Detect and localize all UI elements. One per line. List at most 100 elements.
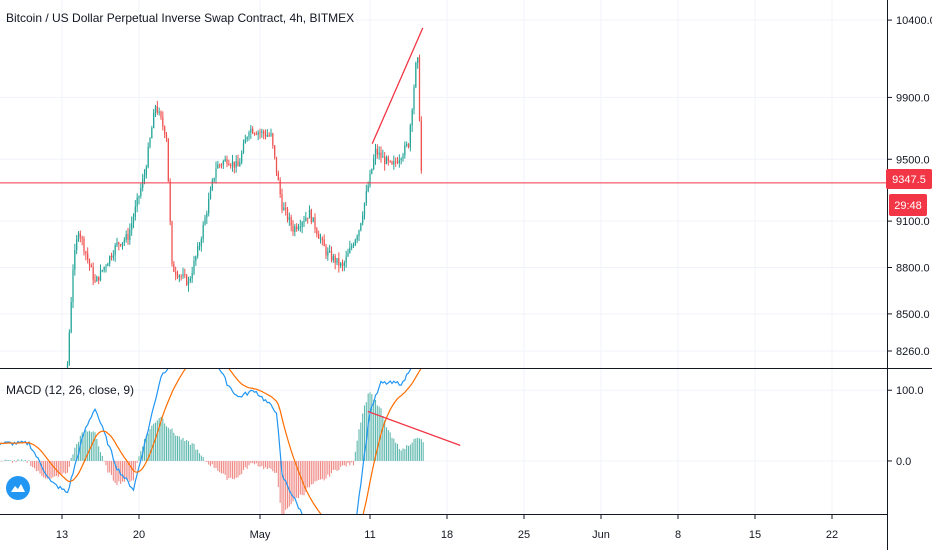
macd-histogram-bar xyxy=(274,460,276,473)
macd-histogram-bar xyxy=(151,425,153,461)
candle-body xyxy=(87,253,89,260)
macd-histogram-bar xyxy=(114,460,116,483)
candle-body xyxy=(334,256,336,263)
macd-histogram-bar xyxy=(198,453,201,461)
macd-histogram-bar xyxy=(363,405,366,461)
macd-histogram-bar xyxy=(79,435,81,461)
candle-body xyxy=(208,198,210,214)
macd-histogram-bar xyxy=(8,459,10,461)
macd-histogram-bar xyxy=(360,422,362,461)
candle-body xyxy=(404,145,406,156)
macd-histogram-bar xyxy=(407,445,410,461)
candle-body xyxy=(321,238,323,240)
candle-body xyxy=(186,275,188,286)
macd-histogram-bar xyxy=(396,443,399,461)
macd-histogram-bar xyxy=(191,443,193,461)
candle-body xyxy=(143,175,146,180)
candle-body xyxy=(235,161,237,168)
macd-histogram-bar xyxy=(332,460,334,470)
macd-histogram-bar xyxy=(235,460,237,478)
time-tick-label: 20 xyxy=(133,529,145,541)
macd-histogram-bar xyxy=(33,460,36,469)
macd-histogram-bar xyxy=(290,460,292,505)
macd-histogram-bar xyxy=(314,460,316,482)
candle-body xyxy=(415,63,417,88)
macd-histogram-bar xyxy=(182,437,184,461)
candle-body xyxy=(301,222,303,227)
time-tick-label: Jun xyxy=(592,529,610,541)
macd-histogram-bar xyxy=(120,460,122,484)
candle-body xyxy=(66,364,69,368)
macd-histogram-bar xyxy=(319,460,322,480)
macd-histogram-bar xyxy=(272,460,274,472)
candle-body xyxy=(165,134,168,139)
candle-body xyxy=(211,180,213,190)
macd-histogram-bar xyxy=(382,416,384,461)
candle-body xyxy=(308,209,311,219)
candle-body xyxy=(351,246,353,248)
macd-histogram-bar xyxy=(63,460,65,473)
macd-histogram-bar xyxy=(169,429,171,461)
candle-body xyxy=(160,111,162,118)
candle-body xyxy=(114,245,116,256)
drawings[interactable] xyxy=(0,27,887,184)
macd-histogram-bar xyxy=(26,460,28,463)
candle-body xyxy=(413,87,415,110)
candle-body xyxy=(209,189,212,199)
candle-body xyxy=(116,242,118,246)
macd-pane[interactable] xyxy=(0,340,461,541)
candle-body xyxy=(184,274,186,276)
candle-body xyxy=(134,206,136,217)
macd-histogram-bar xyxy=(131,460,133,481)
macd-histogram-bar xyxy=(204,460,206,462)
candle-body xyxy=(283,207,285,211)
candle-body xyxy=(382,156,384,158)
candle-body xyxy=(279,180,281,195)
macd-histogram-bar xyxy=(220,460,223,474)
time-axis[interactable]: 13 20 May 11 18 25 Jun 8 15 22 xyxy=(56,514,838,541)
candle-body xyxy=(316,228,318,235)
price-axis[interactable]: 10400.0 9900.0 9500.0 9100.0 8800.0 8500.0 826… xyxy=(887,15,932,358)
price-pane[interactable] xyxy=(0,27,887,466)
candle-body xyxy=(193,260,195,274)
candle-body xyxy=(96,276,98,282)
macd-histogram-bar xyxy=(330,460,333,474)
macd-histogram-bar xyxy=(123,460,125,482)
candle-body xyxy=(248,132,250,138)
macd-histogram-bar xyxy=(19,460,21,462)
candle-body xyxy=(259,132,261,134)
candle-body xyxy=(332,256,334,261)
candle-body xyxy=(230,165,232,167)
candle-body xyxy=(85,251,87,254)
candle-body xyxy=(101,270,103,272)
candle-body xyxy=(323,239,325,247)
candle-body xyxy=(103,266,105,271)
macd-histogram-bar xyxy=(248,460,250,466)
macd-histogram-bar xyxy=(145,436,147,461)
macd-histogram-bar xyxy=(352,460,355,466)
candle-body xyxy=(274,145,276,157)
macd-histogram-bar xyxy=(369,392,371,461)
macd-histogram-bar xyxy=(415,438,417,461)
tradingview-logo-icon[interactable] xyxy=(6,476,30,500)
macd-histogram-bar xyxy=(340,460,342,467)
candle-body xyxy=(79,233,81,238)
candles xyxy=(66,54,422,368)
candle-body xyxy=(74,250,76,270)
candle-body xyxy=(290,217,292,226)
candle-body xyxy=(140,187,142,196)
time-tick-label: 25 xyxy=(518,529,530,541)
macd-histogram-bar xyxy=(268,460,270,468)
candle-body xyxy=(112,255,114,258)
macd-content xyxy=(0,369,461,514)
macd-histogram-bar xyxy=(266,460,268,470)
macd-histogram-bar xyxy=(255,460,257,464)
macd-axis[interactable]: 100.0 0.0 xyxy=(887,385,924,468)
macd-histogram-bar xyxy=(15,460,17,462)
candle-body xyxy=(257,132,259,135)
macd-histogram-bar xyxy=(351,460,353,463)
candle-body xyxy=(228,163,230,166)
macd-histogram-bar xyxy=(43,460,45,478)
macd-histogram-bar xyxy=(213,460,215,468)
